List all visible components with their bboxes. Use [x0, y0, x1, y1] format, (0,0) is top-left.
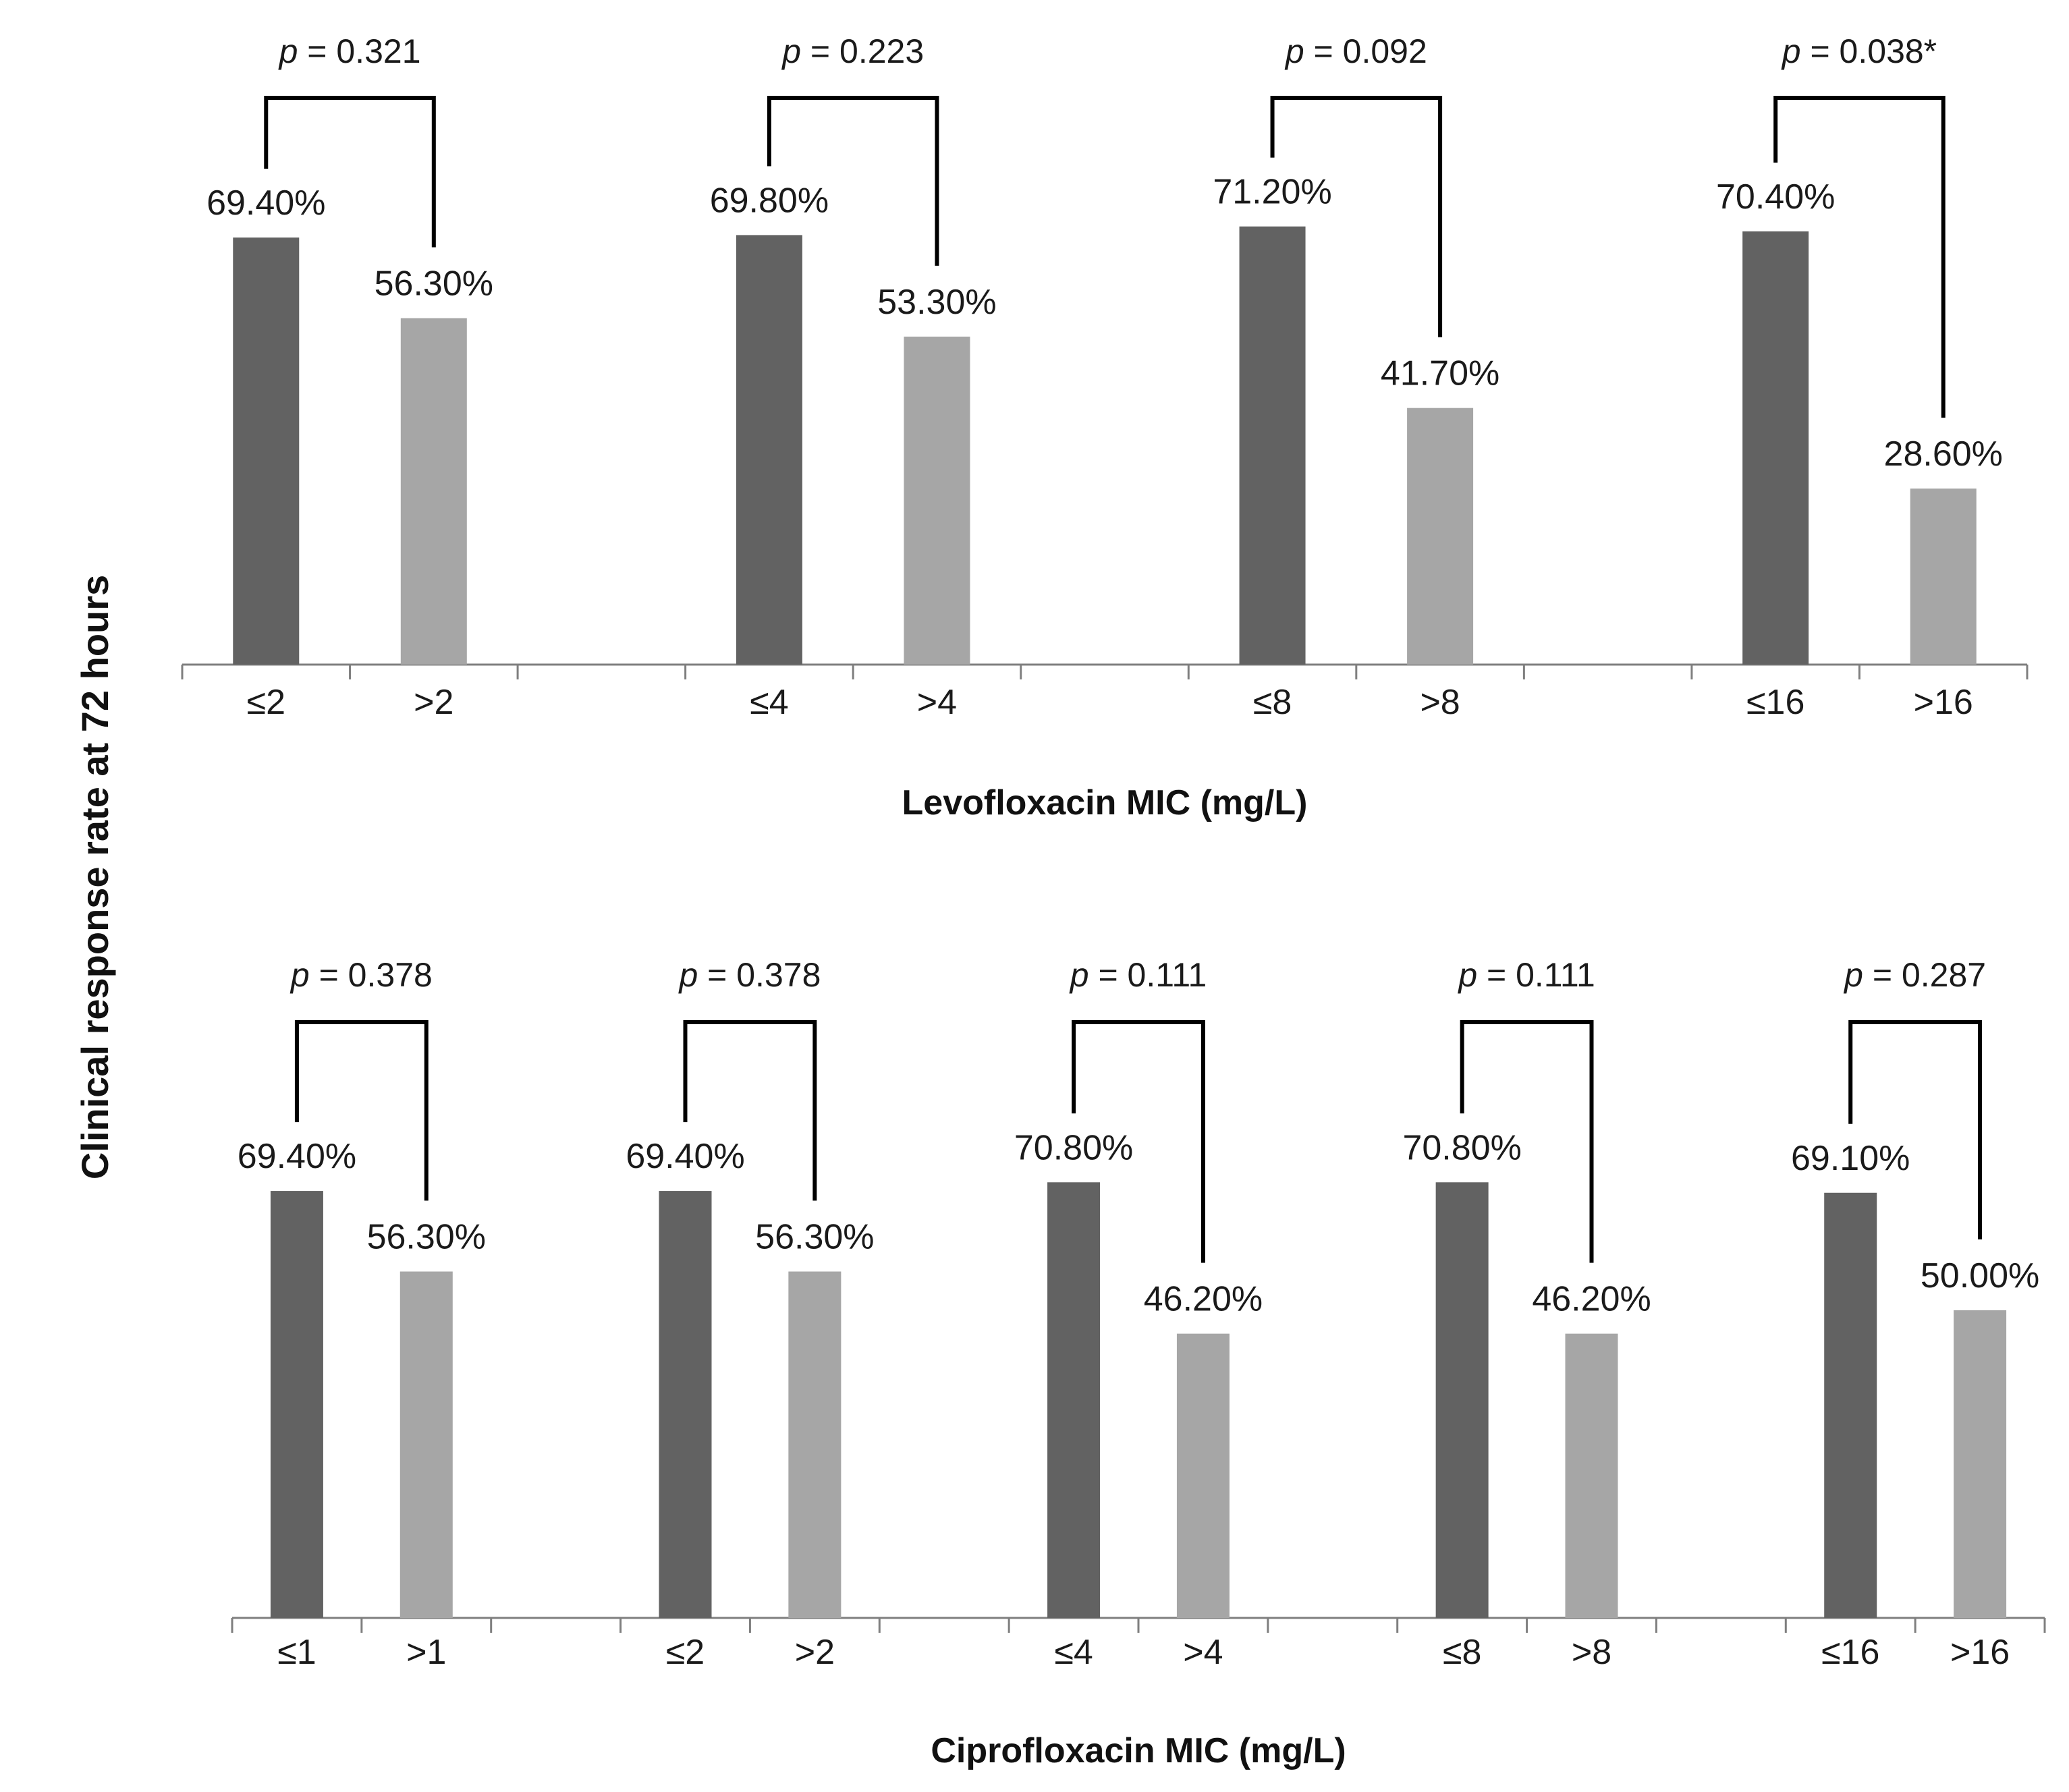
x-tick-label: ≤8 — [1253, 683, 1292, 722]
data-label: 70.80% — [1402, 1128, 1521, 1167]
bar-high-mic->4 — [904, 336, 970, 665]
x-tick-label: ≤2 — [247, 683, 285, 722]
x-tick-label: ≤16 — [1746, 683, 1804, 722]
bar-low-mic-≤4 — [1047, 1182, 1101, 1618]
data-label: 50.00% — [1921, 1256, 2039, 1295]
x-tick-label: >2 — [414, 683, 453, 722]
bar-low-mic-≤16 — [1742, 231, 1809, 665]
bar-low-mic-≤16 — [1824, 1192, 1877, 1618]
p-value-label: p = 0.038* — [1781, 32, 1937, 70]
data-label: 69.40% — [626, 1137, 744, 1176]
p-value-label: p = 0.378 — [289, 956, 433, 994]
bar-high-mic->8 — [1565, 1333, 1618, 1618]
data-label: 56.30% — [755, 1218, 874, 1257]
x-axis-title: Levofloxacin MIC (mg/L) — [902, 783, 1308, 822]
data-label: 70.40% — [1716, 177, 1835, 217]
x-tick-label: ≤1 — [277, 1633, 316, 1672]
x-tick-label: >2 — [795, 1633, 835, 1672]
significance-bracket — [1773, 96, 1946, 418]
p-value-label: p = 0.111 — [1457, 956, 1595, 994]
bar-low-mic-≤8 — [1239, 226, 1306, 665]
x-tick-label: >16 — [1950, 1633, 2010, 1672]
data-label: 70.80% — [1014, 1128, 1133, 1167]
bar-high-mic->2 — [788, 1271, 842, 1618]
data-label: 46.20% — [1144, 1280, 1263, 1319]
x-tick-label: >1 — [406, 1633, 446, 1672]
significance-bracket — [294, 1020, 429, 1201]
p-value-label: p = 0.111 — [1069, 956, 1207, 994]
bar-high-mic->8 — [1407, 408, 1474, 665]
p-value-label: p = 0.287 — [1843, 956, 1986, 994]
x-tick-label: ≤4 — [1054, 1633, 1093, 1672]
y-axis-title: Clinical response rate at 72 hours — [74, 575, 116, 1179]
p-value-label: p = 0.223 — [781, 32, 924, 70]
x-tick-label: >16 — [1914, 683, 1973, 722]
p-value-label: p = 0.321 — [278, 32, 421, 70]
significance-bracket — [1460, 1020, 1594, 1263]
significance-bracket — [683, 1020, 817, 1201]
bar-high-mic->1 — [399, 1271, 453, 1618]
bar-low-mic-≤2 — [233, 237, 300, 665]
data-label: 69.80% — [710, 181, 829, 220]
bar-high-mic->16 — [1910, 488, 1977, 665]
x-axis-title: Ciprofloxacin MIC (mg/L) — [931, 1731, 1346, 1770]
data-label: 28.60% — [1884, 435, 2003, 474]
data-label: 56.30% — [367, 1218, 486, 1257]
x-tick-label: ≤16 — [1821, 1633, 1879, 1672]
significance-bracket — [767, 96, 939, 266]
x-tick-label: ≤2 — [666, 1633, 705, 1672]
significance-bracket — [1848, 1020, 1983, 1239]
data-label: 53.30% — [877, 283, 996, 322]
data-label: 69.40% — [238, 1137, 356, 1176]
significance-bracket — [1270, 96, 1443, 337]
data-label: 69.10% — [1791, 1139, 1910, 1178]
significance-bracket — [1072, 1020, 1205, 1263]
bar-low-mic-≤4 — [736, 235, 802, 665]
bar-low-mic-≤2 — [659, 1191, 712, 1618]
levofloxacin-panel: 69.40% ≤2 56.30% >2 p = 0.321 69.80% ≤4 53.30% >… — [181, 32, 2029, 822]
data-label: 56.30% — [375, 264, 493, 304]
x-tick-label: >4 — [917, 683, 957, 722]
x-tick-label: >8 — [1420, 683, 1460, 722]
significance-bracket — [264, 96, 436, 248]
data-label: 46.20% — [1532, 1280, 1651, 1319]
data-label: 41.70% — [1381, 354, 1499, 393]
ciprofloxacin-panel: 69.40% ≤1 56.30% >1 p = 0.378 69.40% ≤2 56.30% >… — [231, 956, 2046, 1770]
x-tick-label: ≤4 — [750, 683, 788, 722]
bar-low-mic-≤1 — [270, 1191, 323, 1618]
x-tick-label: >4 — [1183, 1633, 1223, 1672]
bar-high-mic->2 — [400, 318, 467, 665]
bar-high-mic->4 — [1176, 1333, 1230, 1618]
bar-high-mic->16 — [1954, 1310, 2007, 1618]
p-value-label: p = 0.092 — [1284, 32, 1427, 70]
data-label: 71.20% — [1213, 173, 1331, 212]
data-label: 69.40% — [206, 184, 325, 223]
bar-low-mic-≤8 — [1435, 1182, 1489, 1618]
p-value-label: p = 0.378 — [678, 956, 821, 994]
x-tick-label: ≤8 — [1443, 1633, 1481, 1672]
x-tick-label: >8 — [1572, 1633, 1611, 1672]
